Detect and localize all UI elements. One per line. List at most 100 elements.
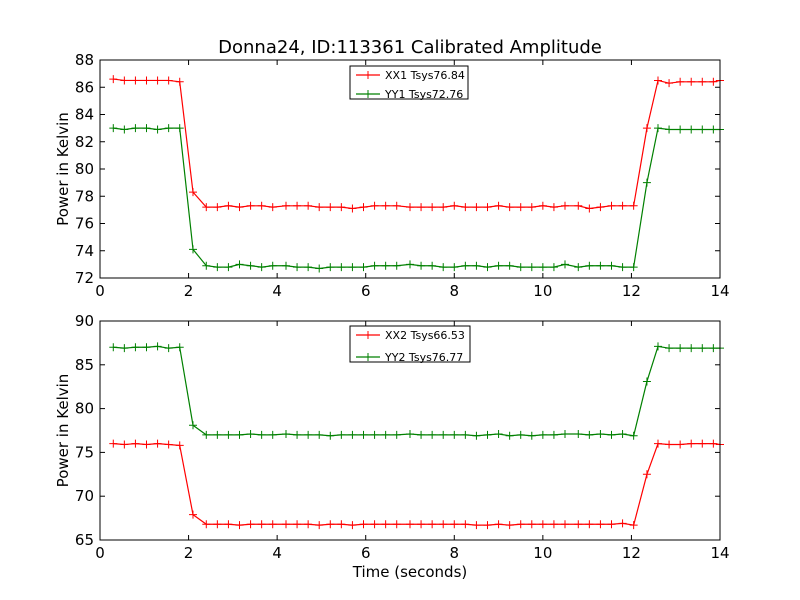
- data-point: [348, 263, 357, 272]
- data-point: [131, 124, 140, 133]
- data-point: [538, 263, 547, 272]
- data-point: [202, 261, 211, 270]
- data-point: [527, 520, 536, 529]
- data-point: [392, 201, 401, 210]
- data-point: [538, 430, 547, 439]
- data-point: [120, 125, 129, 134]
- data-point: [142, 76, 151, 85]
- legend-marker: [364, 90, 372, 98]
- data-point: [282, 261, 290, 270]
- data-point: [120, 440, 129, 449]
- data-point: [585, 261, 594, 270]
- data-point: [642, 470, 651, 479]
- legend-box: [349, 325, 471, 363]
- data-point: [596, 261, 605, 270]
- data-point: [596, 203, 605, 212]
- data-point: [676, 440, 685, 449]
- data-point: [268, 261, 277, 270]
- data-point: [246, 430, 255, 439]
- legend-label: XX2 Tsys66.53: [385, 329, 465, 342]
- y-tick-label: 80: [75, 400, 94, 418]
- data-point: [527, 263, 536, 272]
- data-point: [337, 520, 346, 529]
- data-point: [607, 520, 616, 529]
- data-point: [574, 430, 583, 439]
- chart-title: Donna24, ID:113361 Calibrated Amplitude: [218, 37, 602, 58]
- data-point: [326, 263, 335, 272]
- data-point: [642, 124, 651, 133]
- data-point: [153, 76, 162, 85]
- data-point: [293, 430, 302, 439]
- data-point: [494, 430, 503, 439]
- data-point: [381, 261, 390, 270]
- data-point: [629, 431, 638, 440]
- data-point: [406, 260, 414, 269]
- data-point: [585, 430, 594, 439]
- data-point: [417, 520, 426, 529]
- data-point: [687, 77, 696, 86]
- data-point: [337, 430, 346, 439]
- data-point: [326, 520, 335, 529]
- data-point: [494, 201, 503, 210]
- x-tick-label: 0: [95, 282, 105, 300]
- data-point: [257, 520, 266, 529]
- data-point: [370, 520, 379, 529]
- data-point: [293, 201, 302, 210]
- data-point: [450, 520, 459, 529]
- data-point: [516, 263, 525, 272]
- data-point: [304, 520, 313, 529]
- data-point: [505, 431, 514, 440]
- data-point: [282, 430, 290, 439]
- data-point: [698, 439, 707, 448]
- data-point: [483, 263, 492, 272]
- data-point: [618, 519, 627, 528]
- data-point: [439, 203, 448, 212]
- data-point: [120, 76, 129, 85]
- data-point: [618, 430, 627, 439]
- data-point: [268, 203, 277, 212]
- y-tick-label: 84: [75, 106, 94, 124]
- data-point: [472, 431, 481, 440]
- data-point: [417, 203, 426, 212]
- data-point: [538, 520, 547, 529]
- data-point: [676, 125, 685, 134]
- data-point: [175, 441, 184, 450]
- data-point: [585, 520, 594, 529]
- data-point: [654, 342, 662, 351]
- data-point: [224, 520, 233, 529]
- data-point: [326, 203, 335, 212]
- data-point: [370, 261, 379, 270]
- data-point: [561, 520, 569, 529]
- data-point: [461, 261, 470, 270]
- data-point: [461, 430, 470, 439]
- x-tick-label: 10: [533, 544, 552, 562]
- data-point: [257, 430, 266, 439]
- data-point: [629, 521, 638, 530]
- legend-label: YY2 Tsys76.77: [384, 351, 463, 364]
- y-tick-label: 70: [75, 487, 94, 505]
- legend-marker: [364, 353, 372, 361]
- y-tick-label: 82: [75, 133, 94, 151]
- data-point: [202, 430, 211, 439]
- data-point: [224, 201, 233, 210]
- data-point: [505, 521, 514, 530]
- x-tick-label: 14: [710, 282, 729, 300]
- data-point: [709, 439, 718, 448]
- data-point: [561, 430, 569, 439]
- data-point: [428, 430, 437, 439]
- data-point: [417, 261, 426, 270]
- legend-marker: [364, 331, 372, 339]
- top-panel: 0 2 4 6 8 10 12 14 72 74 76 78 80 82 84 86 88 Power in Ke…: [54, 51, 730, 300]
- data-point: [268, 430, 277, 439]
- data-point: [561, 201, 569, 210]
- data-point: [392, 261, 401, 270]
- data-point: [642, 377, 651, 386]
- data-point: [235, 521, 244, 530]
- y-tick-label: 76: [75, 215, 94, 233]
- data-point: [618, 263, 627, 272]
- y-tick-label: 88: [75, 51, 94, 69]
- data-point: [213, 430, 222, 439]
- y-tick-label: 86: [75, 78, 94, 96]
- legend-label: YY1 Tsys72.76: [384, 88, 463, 101]
